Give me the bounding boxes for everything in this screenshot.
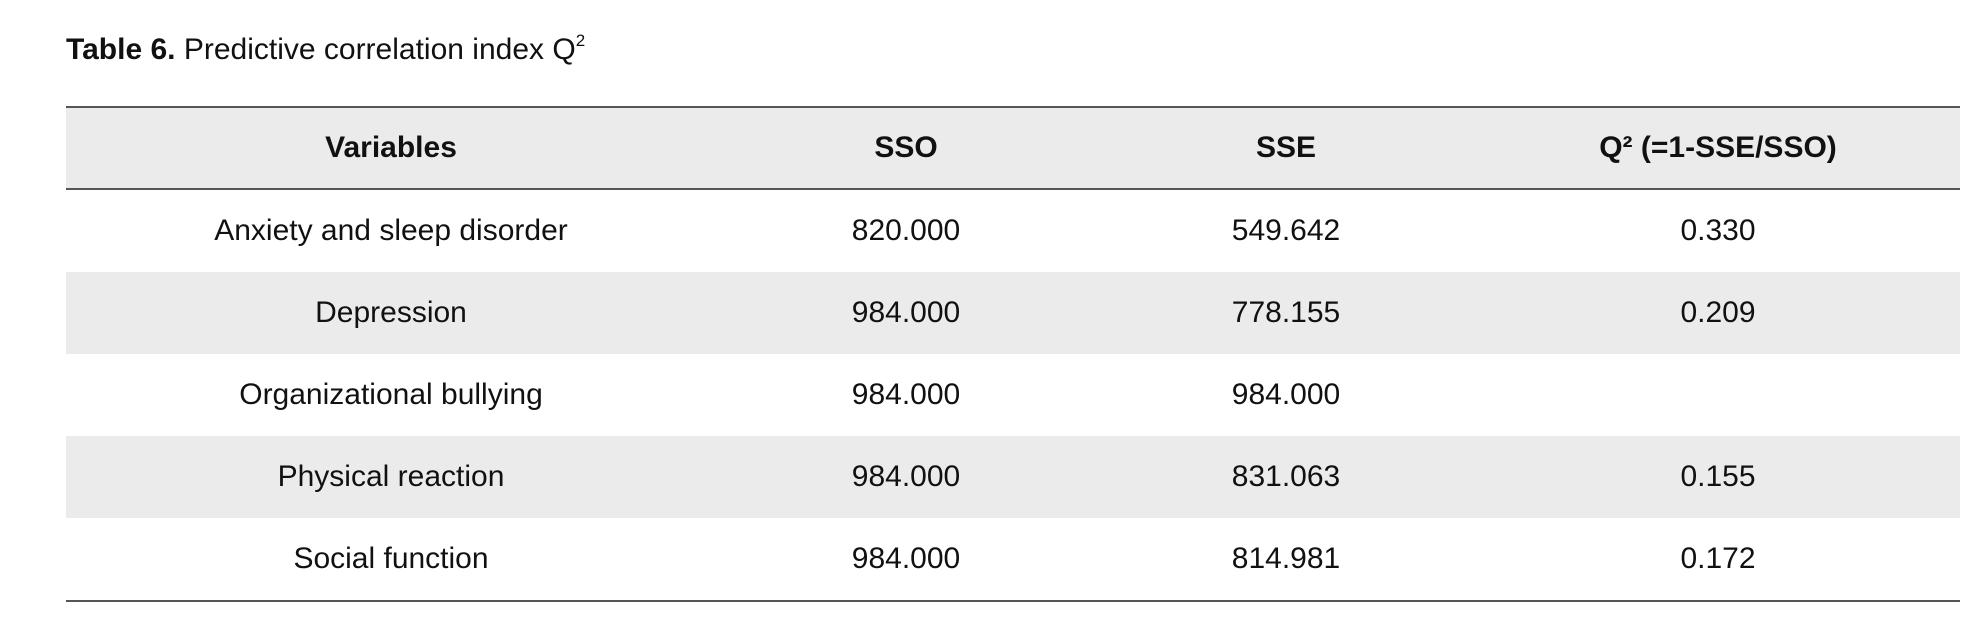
cell-variable: Physical reaction <box>277 460 505 493</box>
cell-sse: 831.063 <box>1231 460 1341 493</box>
cell-q2: 0.172 <box>1680 542 1756 575</box>
table-row: Physical reaction 984.000 831.063 0.155 <box>66 436 1960 518</box>
header-row: Variables SSO SSE Q² (=1-SSE/SSO) <box>66 107 1960 189</box>
predictive-correlation-table: Variables SSO SSE Q² (=1-SSE/SSO) Anxiet… <box>66 106 1960 602</box>
table-container: Variables SSO SSE Q² (=1-SSE/SSO) Anxiet… <box>66 106 1960 602</box>
column-header-sse: SSE <box>1255 131 1317 164</box>
table-row: Depression 984.000 778.155 0.209 <box>66 272 1960 354</box>
cell-sso: 984.000 <box>851 460 961 493</box>
table-row: Anxiety and sleep disorder 820.000 549.6… <box>66 189 1960 272</box>
table-row: Organizational bullying 984.000 984.000 <box>66 354 1960 436</box>
cell-sse: 814.981 <box>1231 542 1341 575</box>
cell-sse: 984.000 <box>1231 378 1341 411</box>
cell-q2 <box>1476 354 1960 436</box>
cell-variable: Organizational bullying <box>239 378 543 411</box>
table-caption-superscript: 2 <box>575 31 586 50</box>
cell-q2: 0.209 <box>1680 296 1756 329</box>
table-caption: Table 6. Predictive correlation index Q2 <box>66 30 585 70</box>
cell-sso: 984.000 <box>851 378 961 411</box>
cell-q2: 0.155 <box>1680 460 1756 493</box>
table-row: Social function 984.000 814.981 0.172 <box>66 518 1960 601</box>
table-header: Variables SSO SSE Q² (=1-SSE/SSO) <box>66 107 1960 189</box>
column-header-q2: Q² (=1-SSE/SSO) <box>1599 131 1837 164</box>
cell-variable: Social function <box>293 542 489 575</box>
cell-q2: 0.330 <box>1680 214 1756 247</box>
table-caption-text: Predictive correlation index Q <box>183 33 576 66</box>
cell-variable: Depression <box>315 296 467 329</box>
table-body: Anxiety and sleep disorder 820.000 549.6… <box>66 189 1960 601</box>
cell-sse: 549.642 <box>1231 214 1341 247</box>
column-header-sso: SSO <box>874 131 938 164</box>
cell-sse: 778.155 <box>1231 296 1341 329</box>
cell-sso: 820.000 <box>851 214 961 247</box>
table-caption-label: Table 6. <box>66 33 176 66</box>
cell-variable: Anxiety and sleep disorder <box>214 214 568 247</box>
cell-sso: 984.000 <box>851 296 961 329</box>
column-header-variables: Variables <box>325 131 457 164</box>
cell-sso: 984.000 <box>851 542 961 575</box>
